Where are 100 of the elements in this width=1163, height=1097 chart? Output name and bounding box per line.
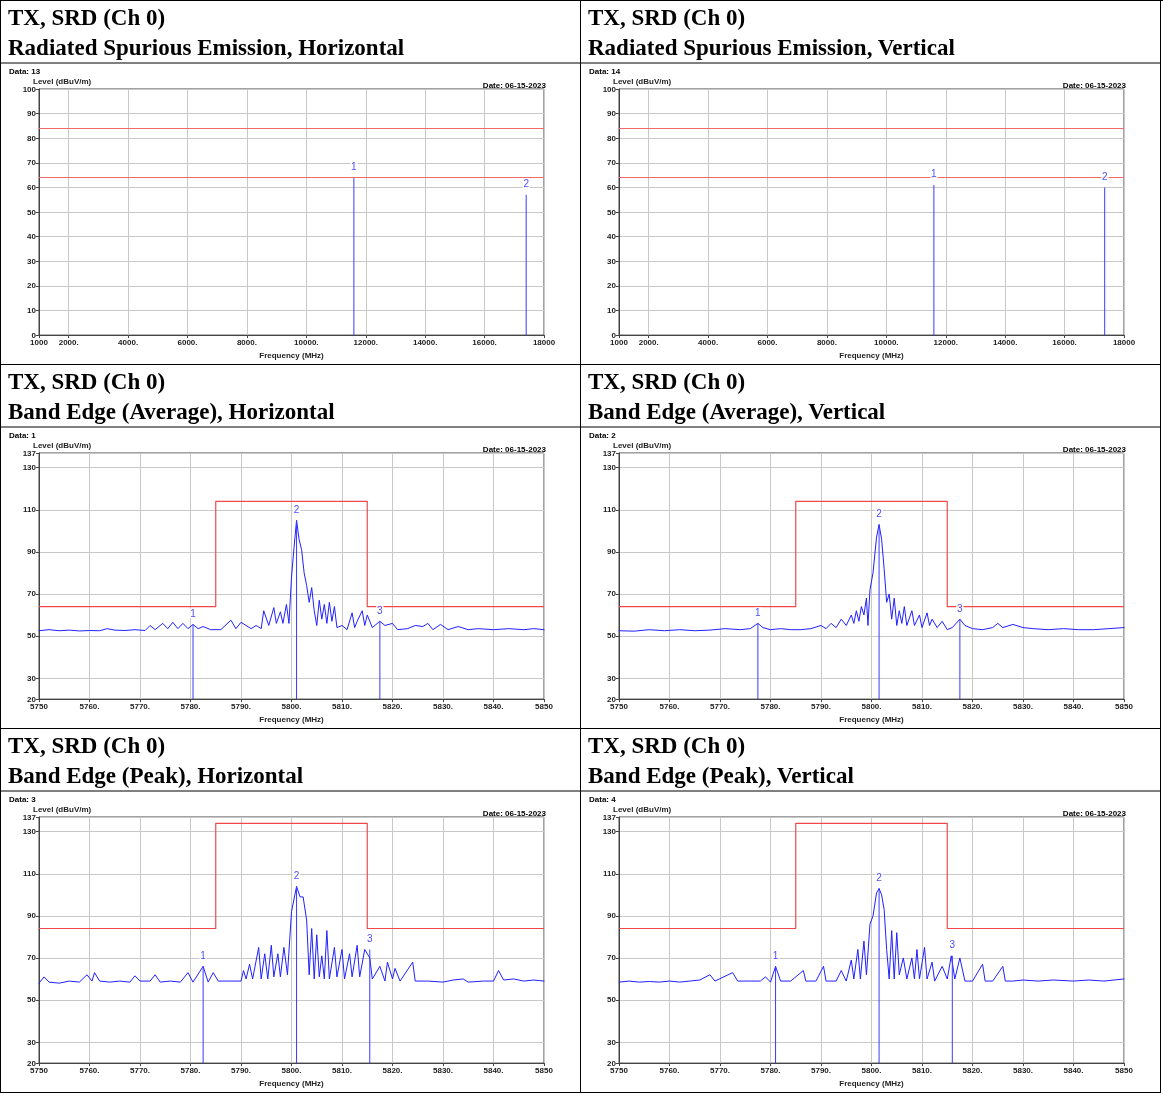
x-tick-label: 5760. bbox=[79, 1065, 100, 1075]
y-tick-label: 110 bbox=[23, 505, 37, 515]
x-tick-label: 5810. bbox=[911, 701, 933, 711]
x-tick-label: 5780. bbox=[760, 1065, 781, 1075]
x-tick-label: 5840. bbox=[483, 1065, 504, 1075]
y-tick-label: 10 bbox=[27, 305, 37, 315]
y-tick-label: 30 bbox=[607, 1037, 617, 1047]
y-tick-label: 20 bbox=[27, 1058, 37, 1068]
annotation: 2 bbox=[293, 869, 300, 881]
x-tick-label: 5830. bbox=[1012, 1065, 1034, 1075]
y-axis-title: Level (dBuV/m) bbox=[33, 76, 92, 86]
x-tick-label: 1000 bbox=[610, 337, 629, 347]
text: Data: 2 bbox=[589, 430, 617, 440]
chart-subtitle: Band Edge (Peak), Vertical bbox=[588, 763, 854, 788]
x-tick-label: 5800. bbox=[861, 1065, 882, 1075]
y-axis-title: Level (dBuV/m) bbox=[33, 440, 92, 450]
y-tick-label: 80 bbox=[27, 133, 37, 143]
x-tick-label: 5840. bbox=[1063, 1065, 1084, 1075]
y-tick-label: 70 bbox=[607, 158, 617, 168]
y-tick-label: 90 bbox=[27, 109, 37, 119]
x-tick-label: 5770. bbox=[129, 701, 151, 711]
y-tick-label: 100 bbox=[22, 84, 37, 94]
y-axis-title: Level (dBuV/m) bbox=[613, 804, 672, 814]
y-tick-label: 50 bbox=[607, 207, 617, 217]
y-tick-label: 70 bbox=[607, 953, 617, 963]
y-tick-label: 50 bbox=[607, 995, 617, 1005]
x-tick-label: 10000. bbox=[294, 337, 319, 347]
y-tick-label: 100 bbox=[602, 84, 617, 94]
y-tick-label: 137 bbox=[22, 448, 37, 458]
annotation: 2 bbox=[1101, 170, 1108, 182]
x-tick-label: 5760. bbox=[659, 1065, 680, 1075]
annotation: 2 bbox=[876, 508, 883, 520]
x-tick-label: 4000. bbox=[698, 337, 719, 347]
x-tick-label: 5840. bbox=[483, 701, 504, 711]
y-tick-label: 130 bbox=[22, 827, 37, 837]
x-tick-label: 5820. bbox=[382, 701, 403, 711]
annotation: 3 bbox=[949, 939, 956, 951]
y-tick-label: 110 bbox=[23, 869, 37, 879]
x-tick-label: 5810. bbox=[911, 1065, 933, 1075]
x-tick-label: 14000. bbox=[992, 337, 1018, 347]
x-tick-label: 5750 bbox=[610, 1065, 629, 1075]
y-tick-label: 110 bbox=[603, 505, 617, 515]
x-tick-label: 5760. bbox=[79, 701, 100, 711]
y-tick-label: 80 bbox=[607, 133, 617, 143]
y-axis-title: Level (dBuV/m) bbox=[613, 440, 672, 450]
y-tick-label: 30 bbox=[607, 673, 617, 683]
x-tick-label: 5850 bbox=[1115, 1065, 1134, 1075]
x-tick-label: 5780. bbox=[180, 1065, 201, 1075]
x-tick-label: 5850 bbox=[535, 1065, 554, 1075]
x-tick-label: 5770. bbox=[709, 701, 731, 711]
y-tick-label: 0 bbox=[31, 330, 37, 340]
y-tick-label: 10 bbox=[607, 305, 617, 315]
y-tick-label: 90 bbox=[27, 547, 37, 557]
y-tick-label: 30 bbox=[27, 256, 37, 266]
x-axis-title: Frequency (MHz) bbox=[839, 1078, 905, 1088]
y-tick-label: 40 bbox=[27, 232, 37, 242]
y-tick-label: 110 bbox=[603, 869, 617, 879]
chart-title: TX, SRD (Ch 0) bbox=[588, 733, 746, 758]
annotation: 1 bbox=[200, 949, 207, 961]
x-tick-label: 8000. bbox=[236, 337, 257, 347]
x-tick-label: 2000. bbox=[58, 337, 79, 347]
y-tick-label: 20 bbox=[27, 694, 37, 704]
y-tick-label: 60 bbox=[607, 182, 617, 192]
x-tick-label: 5830. bbox=[432, 701, 454, 711]
x-tick-label: 5830. bbox=[1012, 701, 1034, 711]
y-tick-label: 30 bbox=[607, 256, 617, 266]
y-tick-label: 70 bbox=[27, 953, 37, 963]
x-tick-label: 5770. bbox=[129, 1065, 151, 1075]
y-tick-label: 60 bbox=[27, 182, 37, 192]
x-tick-label: 5820. bbox=[382, 1065, 403, 1075]
x-tick-label: 5800. bbox=[861, 701, 882, 711]
x-tick-label: 5790. bbox=[810, 1065, 832, 1075]
annotation: 2 bbox=[293, 503, 300, 515]
y-tick-label: 50 bbox=[27, 631, 37, 641]
x-tick-label: 5790. bbox=[230, 701, 252, 711]
x-axis-title: Frequency (MHz) bbox=[839, 714, 905, 724]
x-tick-label: 5790. bbox=[230, 1065, 252, 1075]
text: Data: 1 bbox=[9, 430, 37, 440]
y-tick-label: 0 bbox=[611, 330, 617, 340]
y-tick-label: 130 bbox=[22, 463, 37, 473]
annotation: 3 bbox=[377, 604, 384, 616]
y-tick-label: 70 bbox=[27, 158, 37, 168]
x-tick-label: 5820. bbox=[962, 1065, 983, 1075]
y-axis-title: Level (dBuV/m) bbox=[613, 76, 672, 86]
x-tick-label: 5830. bbox=[432, 1065, 454, 1075]
chart-title: TX, SRD (Ch 0) bbox=[8, 5, 166, 30]
x-tick-label: 5770. bbox=[709, 1065, 731, 1075]
y-tick-label: 70 bbox=[27, 589, 37, 599]
x-tick-label: 12000. bbox=[933, 337, 958, 347]
x-tick-label: 14000. bbox=[412, 337, 438, 347]
y-tick-label: 20 bbox=[607, 281, 617, 291]
x-tick-label: 2000. bbox=[638, 337, 659, 347]
line-series bbox=[38, 885, 545, 984]
annotation: 1 bbox=[755, 606, 762, 618]
x-tick-label: 5790. bbox=[810, 701, 832, 711]
x-tick-label: 5820. bbox=[962, 701, 983, 711]
chart-subtitle: Radiated Spurious Emission, Horizontal bbox=[8, 35, 405, 60]
x-tick-label: 1000 bbox=[30, 337, 49, 347]
y-tick-label: 90 bbox=[607, 911, 617, 921]
y-tick-label: 137 bbox=[22, 812, 37, 822]
